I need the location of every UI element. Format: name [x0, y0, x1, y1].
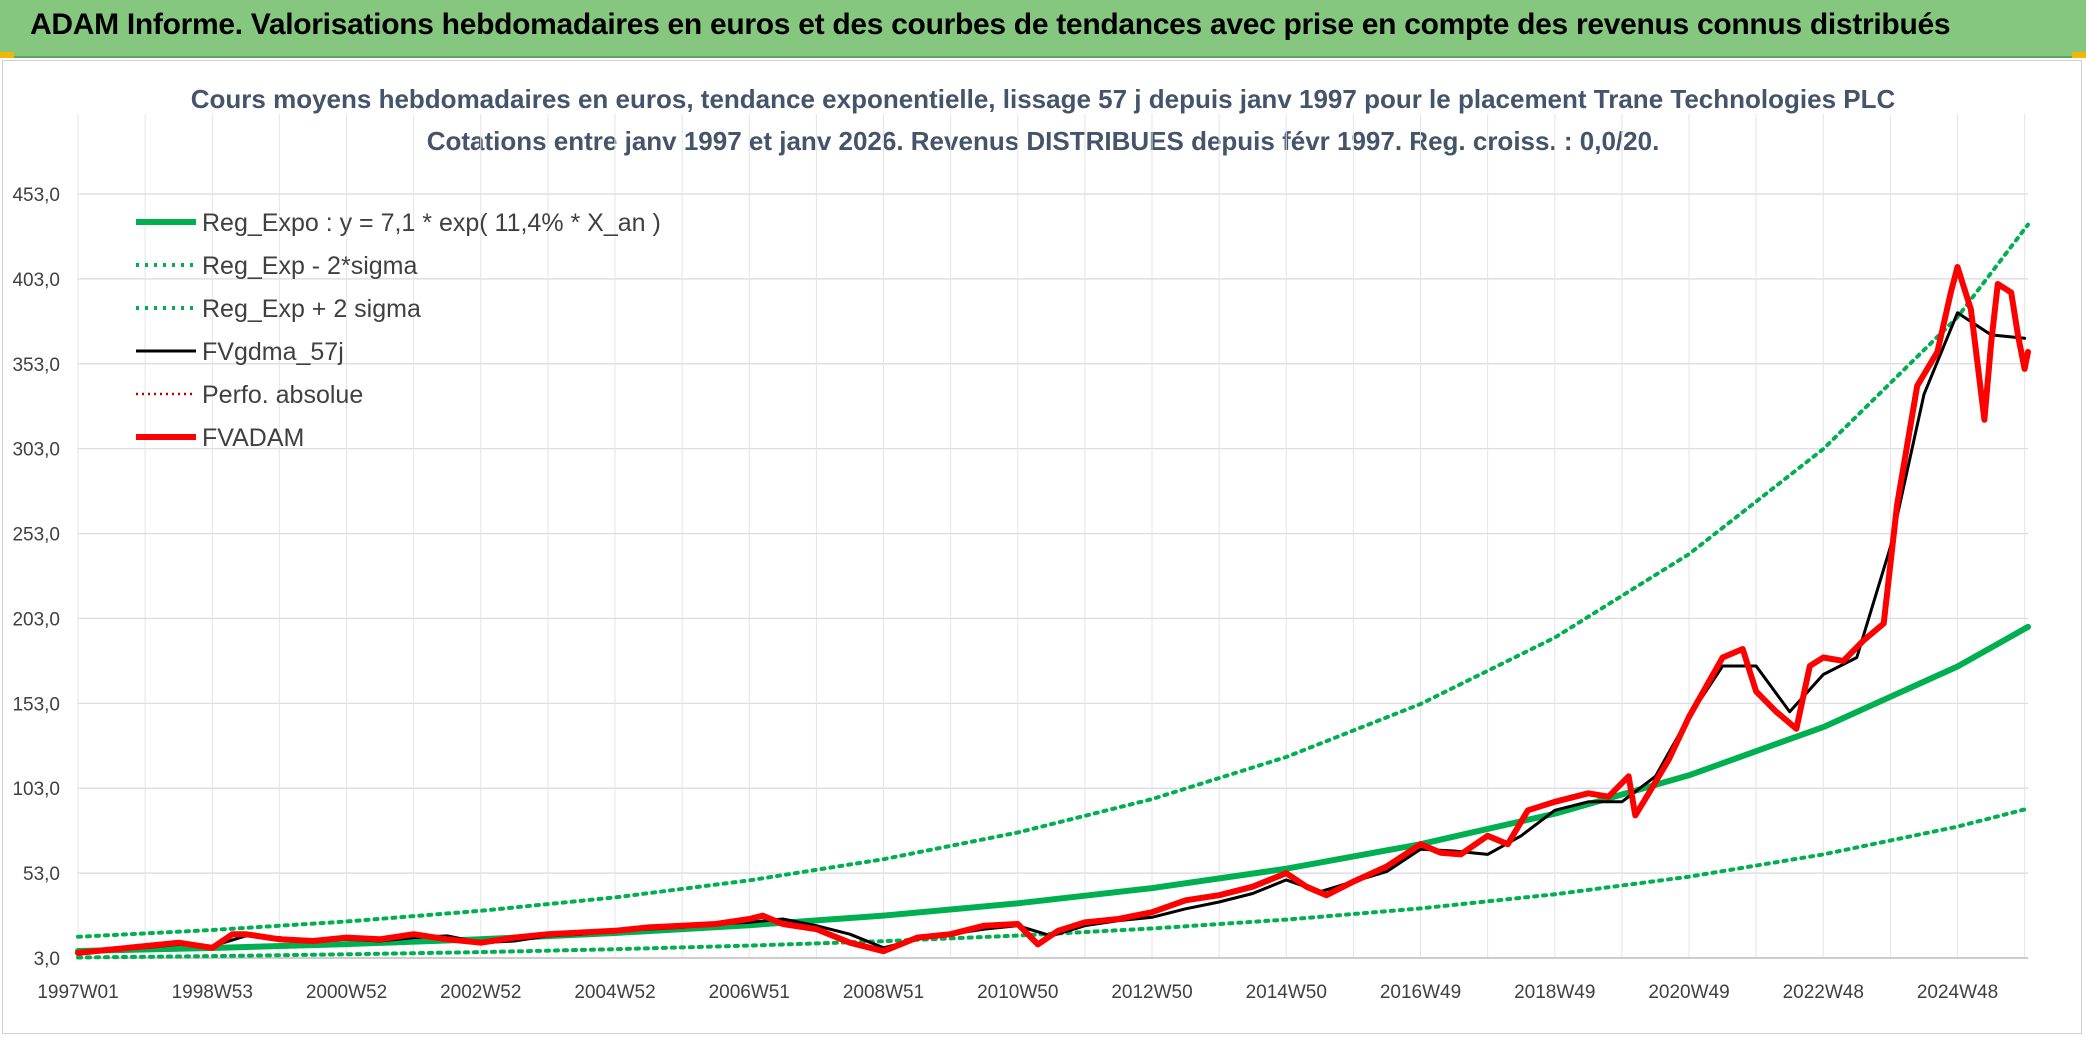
x-tick-label: 2010W50 [977, 982, 1058, 1003]
x-tick-label: 2006W51 [709, 982, 790, 1003]
x-tick-label: 2004W52 [574, 982, 655, 1003]
x-tick-label: 2002W52 [440, 982, 521, 1003]
legend-label: Reg_Expo : y = 7,1 * exp( 11,4% * X_an ) [202, 209, 661, 237]
x-tick-label: 2008W51 [843, 982, 924, 1003]
corner-marker-right [2072, 52, 2086, 58]
series-line-2 [76, 222, 2030, 939]
x-tick-label: 2012W50 [1111, 982, 1192, 1003]
series-line-1 [76, 806, 2030, 960]
x-tick-label: 2024W48 [1917, 982, 1998, 1003]
y-tick-label: 153,0 [12, 694, 60, 715]
series-line-5 [75, 264, 2031, 956]
x-tick-label: 2014W50 [1246, 982, 1327, 1003]
chart-title: Cours moyens hebdomadaires en euros, ten… [190, 84, 1896, 114]
x-tick-label: 2000W52 [306, 982, 387, 1003]
legend-label: FVgdma_57j [202, 338, 344, 366]
y-axis-ticks: 3,0 53,0 103,0 153,0 203,0 253,0 303,0 353,0 403… [12, 185, 60, 970]
y-tick-label: 253,0 [12, 525, 60, 546]
x-axis-ticks: 1997W01 1998W53 2000W52 2002W52 2004W52 2006W… [37, 982, 1998, 1003]
x-tick-label: 2016W49 [1380, 982, 1461, 1003]
x-tick-label: 1998W53 [172, 982, 253, 1003]
chart-subtitle: Cotations entre janv 1997 et janv 2026. … [426, 126, 1660, 156]
chart-frame [2, 60, 2082, 1034]
series-line-3 [76, 311, 2027, 955]
y-tick-label: 53,0 [23, 864, 60, 885]
y-tick-label: 403,0 [12, 270, 60, 291]
y-tick-label: 103,0 [12, 779, 60, 800]
y-tick-label: 453,0 [12, 185, 60, 206]
y-tick-label: 203,0 [12, 609, 60, 630]
report-title: ADAM Informe. Valorisations hebdomadaire… [30, 8, 1951, 41]
grid-lines [77, 114, 2028, 959]
legend-label: Reg_Exp + 2 sigma [202, 295, 421, 323]
header-bar: ADAM Informe. Valorisations hebdomadaire… [0, 0, 2086, 58]
legend-label: FVADAM [202, 424, 304, 452]
series-layer [75, 222, 2031, 960]
y-tick-label: 353,0 [12, 355, 60, 376]
y-tick-label: 303,0 [12, 440, 60, 461]
series-line-0 [75, 623, 2031, 954]
x-tick-label: 1997W01 [37, 982, 118, 1003]
y-tick-label: 3,0 [34, 949, 60, 970]
x-tick-label: 2022W48 [1783, 982, 1864, 1003]
x-tick-label: 2020W49 [1648, 982, 1729, 1003]
corner-marker-left [0, 52, 14, 58]
legend: Reg_Expo : y = 7,1 * exp( 11,4% * X_an )… [136, 209, 661, 452]
x-tick-label: 2018W49 [1514, 982, 1595, 1003]
legend-label: Perfo. absolue [202, 381, 363, 409]
legend-label: Reg_Exp - 2*sigma [202, 252, 417, 280]
